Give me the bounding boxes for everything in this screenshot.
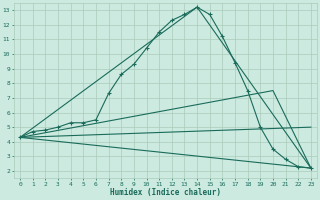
- X-axis label: Humidex (Indice chaleur): Humidex (Indice chaleur): [110, 188, 221, 197]
